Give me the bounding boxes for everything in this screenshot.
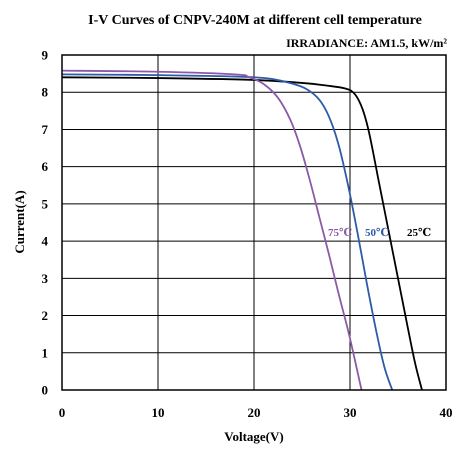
plot-frame bbox=[61, 54, 447, 391]
series-line-2 bbox=[61, 73, 394, 391]
y-tick-label: 6 bbox=[42, 159, 49, 174]
x-axis-label: Voltage(V) bbox=[224, 429, 283, 444]
chart-title: I-V Curves of CNPV-240M at different cel… bbox=[88, 13, 422, 28]
series-label-1: 25℃ bbox=[407, 227, 431, 239]
x-tick-label: 20 bbox=[248, 405, 261, 420]
y-tick-label: 4 bbox=[42, 234, 49, 249]
y-tick-label: 8 bbox=[42, 85, 49, 100]
series-label-3: 75℃ bbox=[328, 227, 352, 239]
series-lines bbox=[61, 69, 423, 391]
chart-subtitle: IRRADIANCE: AM1.5, kW/m² bbox=[286, 36, 447, 50]
y-tick-label: 3 bbox=[42, 271, 49, 286]
y-tick-label: 1 bbox=[42, 345, 49, 360]
y-tick-label: 7 bbox=[42, 122, 49, 137]
x-tick-label: 10 bbox=[152, 405, 165, 420]
y-tick-label: 2 bbox=[42, 308, 49, 323]
y-tick-label: 9 bbox=[42, 48, 49, 63]
grid bbox=[61, 54, 447, 391]
series-line-3 bbox=[61, 69, 363, 391]
x-tick-label: 40 bbox=[440, 405, 453, 420]
series-labels: 25℃ 50℃ 75℃ bbox=[328, 227, 431, 239]
series-label-2: 50℃ bbox=[365, 227, 389, 239]
y-axis-label: Current(A) bbox=[12, 190, 27, 253]
x-tick-label: 30 bbox=[344, 405, 357, 420]
x-tick-label: 0 bbox=[59, 405, 66, 420]
axis-ticks: 0 1 2 3 4 5 6 7 8 9 0 10 20 30 40 bbox=[42, 48, 453, 421]
y-tick-label: 0 bbox=[42, 383, 49, 398]
y-tick-label: 5 bbox=[42, 196, 49, 211]
